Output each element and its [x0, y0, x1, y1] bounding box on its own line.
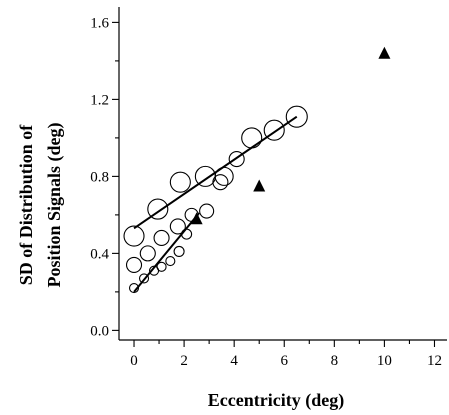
circle-point [285, 105, 308, 128]
y-axis-title-line-1: SD of Distribution of [16, 124, 36, 286]
circle-point [125, 256, 143, 273]
triangle-point [190, 212, 203, 225]
circle-point [228, 151, 245, 168]
y-axis-title-line-2: Position Signals (deg) [44, 122, 65, 287]
circle-point [263, 119, 285, 141]
y-tick-label: 0.4 [90, 246, 109, 262]
circle-point [156, 261, 167, 272]
data-marks [123, 46, 391, 294]
y-tick-label: 0.0 [90, 323, 109, 339]
circle-point [128, 282, 140, 294]
circle-point [212, 174, 229, 191]
circle-point [165, 256, 176, 267]
x-tick-label: 0 [130, 353, 138, 369]
x-tick-label: 4 [230, 353, 238, 369]
circle-point [138, 273, 150, 284]
x-tick-label: 10 [377, 353, 392, 369]
y-tick-label: 0.8 [90, 169, 109, 185]
circle-point [123, 225, 145, 247]
x-tick-label: 12 [427, 353, 442, 369]
circle-point [169, 171, 191, 193]
y-axis: 0.0 0.4 0.8 1.2 1.6 [90, 7, 120, 340]
circle-point [147, 198, 169, 220]
x-tick-label: 2 [180, 353, 188, 369]
x-axis: 0 2 4 6 8 10 12 [119, 339, 447, 369]
circle-point [241, 127, 263, 149]
y-tick-label: 1.6 [90, 15, 109, 31]
fit-lines [133, 115, 298, 293]
regression-line [133, 212, 200, 293]
circle-point [173, 245, 185, 258]
circle-point [181, 228, 193, 240]
triangle-point [253, 179, 266, 192]
x-axis-title: Eccentricity (deg) [208, 390, 344, 411]
circle-point [153, 229, 170, 247]
y-tick-label: 1.2 [90, 92, 109, 108]
circle-point [169, 218, 186, 235]
circle-point [199, 203, 215, 219]
x-tick-label: 6 [281, 353, 289, 369]
circle-point [139, 245, 156, 262]
x-tick-label: 8 [331, 353, 339, 369]
regression-line [133, 115, 298, 230]
triangle-point [378, 46, 391, 59]
